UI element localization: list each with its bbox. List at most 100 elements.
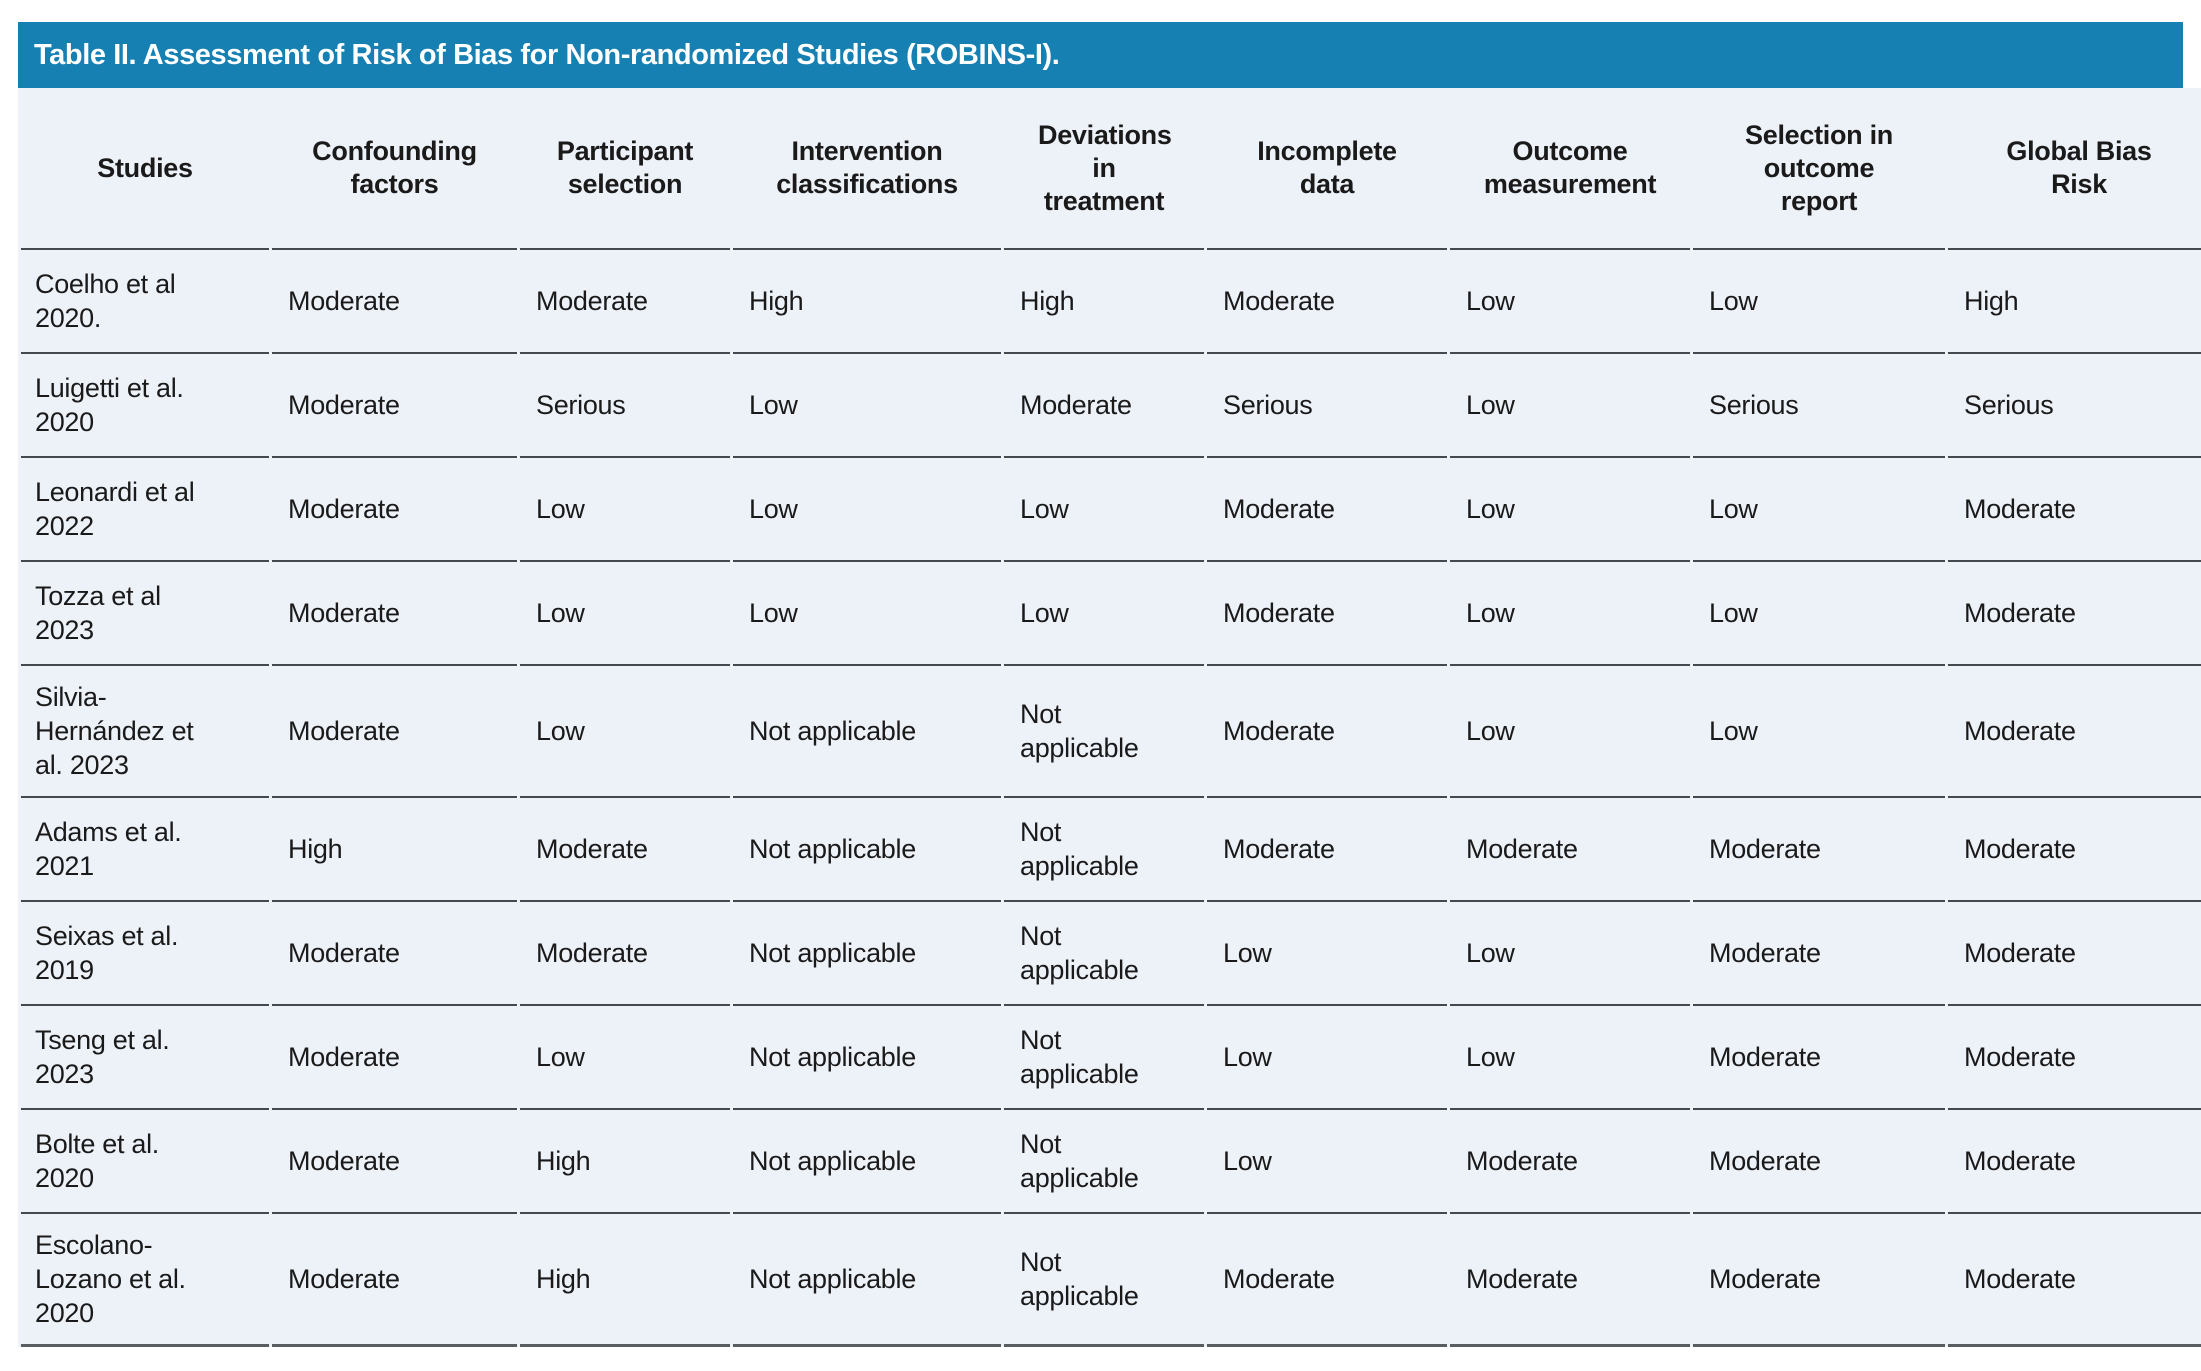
- rating-cell: Moderate: [272, 1214, 517, 1347]
- rating-cell: Moderate: [272, 354, 517, 458]
- rating-cell: Moderate: [1693, 1110, 1945, 1214]
- rating-cell: Moderate: [520, 250, 730, 354]
- rating-cell: Moderate: [1207, 666, 1447, 798]
- study-name-cell: Silvia-Hernández et al. 2023: [21, 666, 269, 798]
- rating-cell: Moderate: [1207, 562, 1447, 666]
- rating-cell: Moderate: [1207, 250, 1447, 354]
- table-row: Bolte et al. 2020 Moderate High Not applica…: [21, 1110, 2201, 1214]
- rating-cell: Low: [1450, 902, 1690, 1006]
- study-name-cell: Tozza et al 2023: [21, 562, 269, 666]
- rating-cell: Not applicable: [733, 666, 1001, 798]
- column-header-outcome-measurement: Outcome measurement: [1450, 88, 1690, 250]
- rating-cell: High: [733, 250, 1001, 354]
- table-row: Silvia-Hernández et al. 2023 Moderate Low N…: [21, 666, 2201, 798]
- rating-cell: Moderate: [1693, 1006, 1945, 1110]
- rating-cell: Not applicable: [1004, 902, 1204, 1006]
- study-name-cell: Leonardi et al 2022: [21, 458, 269, 562]
- rating-cell: Moderate: [1450, 1214, 1690, 1347]
- rating-cell: Not applicable: [1004, 1110, 1204, 1214]
- rating-cell: Moderate: [1948, 666, 2201, 798]
- rating-cell: Serious: [1207, 354, 1447, 458]
- study-name-cell: Coelho et al 2020.: [21, 250, 269, 354]
- rating-cell: Low: [733, 354, 1001, 458]
- rating-cell: Moderate: [1450, 798, 1690, 902]
- rating-cell: Moderate: [1693, 902, 1945, 1006]
- study-name-cell: Escolano-Lozano et al. 2020: [21, 1214, 269, 1347]
- rating-cell: High: [272, 798, 517, 902]
- table-body: Coelho et al 2020. Moderate Moderate High Hi…: [21, 250, 2201, 1347]
- robins-table: Studies Confounding factors Participant se…: [18, 88, 2201, 1347]
- rating-cell: Moderate: [272, 666, 517, 798]
- rating-cell: Low: [1693, 458, 1945, 562]
- column-header-deviations-in-treatment: Deviations in treatment: [1004, 88, 1204, 250]
- rating-cell: Not applicable: [1004, 1006, 1204, 1110]
- rating-cell: Moderate: [1948, 902, 2201, 1006]
- column-header-global-bias-risk: Global Bias Risk: [1948, 88, 2201, 250]
- rating-cell: Low: [1693, 250, 1945, 354]
- column-header-studies: Studies: [21, 88, 269, 250]
- table-row: Luigetti et al. 2020 Moderate Serious Low Mo…: [21, 354, 2201, 458]
- rating-cell: Moderate: [1693, 798, 1945, 902]
- rating-cell: Not applicable: [733, 798, 1001, 902]
- rating-cell: High: [1948, 250, 2201, 354]
- study-name-cell: Adams et al. 2021: [21, 798, 269, 902]
- rating-cell: Moderate: [272, 458, 517, 562]
- rating-cell: Low: [1450, 250, 1690, 354]
- rating-cell: Not applicable: [733, 1214, 1001, 1347]
- column-header-participant-selection: Participant selection: [520, 88, 730, 250]
- rating-cell: Low: [1450, 1006, 1690, 1110]
- rating-cell: Moderate: [272, 250, 517, 354]
- rating-cell: Not applicable: [733, 1110, 1001, 1214]
- rating-cell: High: [520, 1110, 730, 1214]
- table-row: Adams et al. 2021 High Moderate Not applica…: [21, 798, 2201, 902]
- rating-cell: Low: [733, 562, 1001, 666]
- header-row: Studies Confounding factors Participant se…: [21, 88, 2201, 250]
- rating-cell: Moderate: [1948, 1214, 2201, 1347]
- rating-cell: Low: [1207, 902, 1447, 1006]
- rating-cell: Not applicable: [1004, 1214, 1204, 1347]
- study-name-cell: Seixas et al. 2019: [21, 902, 269, 1006]
- study-name-cell: Tseng et al. 2023: [21, 1006, 269, 1110]
- rating-cell: Moderate: [1004, 354, 1204, 458]
- table-title: Table II. Assessment of Risk of Bias for…: [34, 38, 1060, 71]
- rating-cell: Moderate: [1207, 458, 1447, 562]
- rating-cell: Low: [1450, 562, 1690, 666]
- table-title-bar: Table II. Assessment of Risk of Bias for…: [18, 22, 2183, 88]
- study-name-cell: Bolte et al. 2020: [21, 1110, 269, 1214]
- rating-cell: Low: [1207, 1006, 1447, 1110]
- rating-cell: Low: [1004, 562, 1204, 666]
- rating-cell: Low: [1693, 562, 1945, 666]
- rating-cell: Moderate: [1948, 458, 2201, 562]
- rating-cell: Low: [1207, 1110, 1447, 1214]
- rating-cell: Not applicable: [1004, 666, 1204, 798]
- table-row: Tozza et al 2023 Moderate Low Low Low Moderat…: [21, 562, 2201, 666]
- rating-cell: Low: [520, 562, 730, 666]
- table-row: Escolano-Lozano et al. 2020 Moderate High N…: [21, 1214, 2201, 1347]
- rating-cell: Low: [520, 458, 730, 562]
- rating-cell: Serious: [1693, 354, 1945, 458]
- rating-cell: Low: [1004, 458, 1204, 562]
- table-row: Coelho et al 2020. Moderate Moderate High Hi…: [21, 250, 2201, 354]
- rating-cell: Low: [733, 458, 1001, 562]
- table-row: Tseng et al. 2023 Moderate Low Not applicab…: [21, 1006, 2201, 1110]
- rating-cell: Moderate: [272, 902, 517, 1006]
- rating-cell: Moderate: [1207, 1214, 1447, 1347]
- rating-cell: Moderate: [520, 798, 730, 902]
- rating-cell: Moderate: [1948, 562, 2201, 666]
- column-header-confounding-factors: Confounding factors: [272, 88, 517, 250]
- rating-cell: Low: [1450, 354, 1690, 458]
- rating-cell: Not applicable: [733, 902, 1001, 1006]
- rating-cell: Moderate: [1948, 1006, 2201, 1110]
- rating-cell: Not applicable: [733, 1006, 1001, 1110]
- rating-cell: Not applicable: [1004, 798, 1204, 902]
- study-name-cell: Luigetti et al. 2020: [21, 354, 269, 458]
- rating-cell: Moderate: [1948, 1110, 2201, 1214]
- rating-cell: Moderate: [272, 1006, 517, 1110]
- rating-cell: Moderate: [1450, 1110, 1690, 1214]
- column-header-intervention-classifications: Intervention classifications: [733, 88, 1001, 250]
- column-header-incomplete-data: Incomplete data: [1207, 88, 1447, 250]
- rating-cell: Moderate: [272, 1110, 517, 1214]
- rating-cell: Low: [1693, 666, 1945, 798]
- rating-cell: Moderate: [1948, 798, 2201, 902]
